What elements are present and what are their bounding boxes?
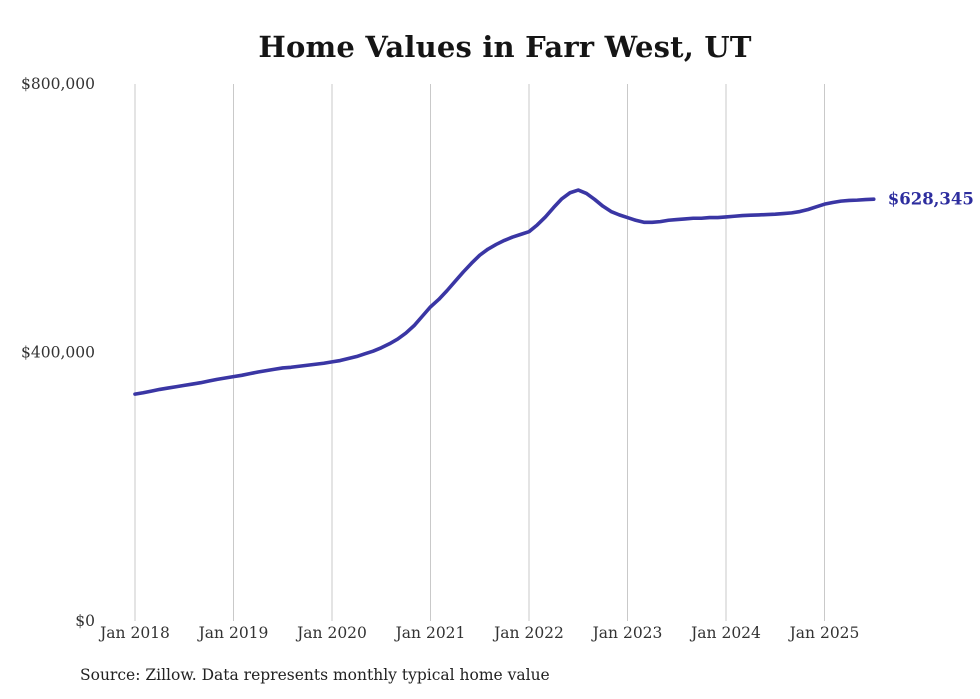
x-axis-tick-label: Jan 2019: [197, 624, 269, 642]
y-axis-tick-label: $400,000: [21, 344, 95, 362]
y-axis-tick-label: $800,000: [21, 75, 95, 93]
chart-title: Home Values in Farr West, UT: [258, 30, 752, 64]
home-value-series-line: [133, 188, 876, 396]
latest-value-label: $628,345: [888, 190, 974, 209]
x-axis-tick-label: Jan 2022: [492, 624, 564, 642]
y-axis-tick-label: $0: [75, 612, 95, 630]
source-note: Source: Zillow. Data represents monthly …: [80, 666, 550, 684]
x-axis-tick-label: Jan 2024: [689, 624, 761, 642]
x-axis-tick-label: Jan 2025: [788, 624, 860, 642]
x-axis-tick-label: Jan 2023: [591, 624, 663, 642]
x-axis-tick-label: Jan 2018: [98, 624, 170, 642]
x-axis-tick-label: Jan 2021: [394, 624, 466, 642]
x-axis-tick-label: Jan 2020: [295, 624, 367, 642]
